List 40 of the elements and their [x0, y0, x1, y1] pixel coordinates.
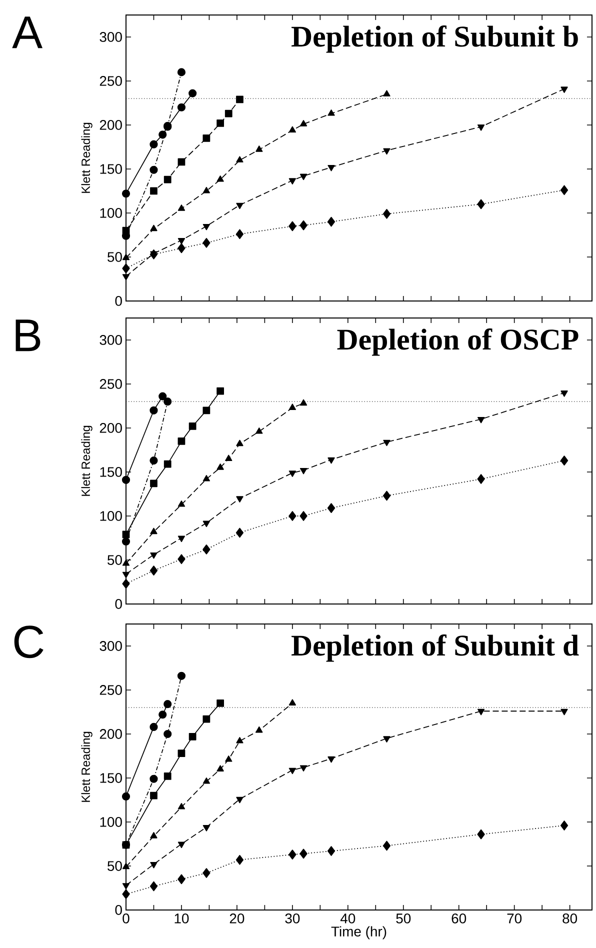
y-tick-label: 0 — [115, 905, 122, 915]
y-tick-label: 200 — [100, 423, 122, 433]
y-tick-label: 150 — [100, 164, 122, 174]
y-tick-label: 250 — [100, 76, 122, 86]
y-tick-label: 50 — [108, 861, 122, 871]
x-tick-label: 10 — [174, 914, 189, 924]
x-tick-label: 20 — [230, 914, 244, 924]
y-tick-label: 0 — [115, 296, 122, 306]
y-tick-label: 50 — [108, 252, 122, 262]
y-tick-label: 300 — [100, 32, 122, 42]
x-axis-title: Time (hr) — [331, 926, 386, 940]
chart-title: Depletion of Subunit b — [292, 25, 578, 53]
y-axis-title: Klett Reading — [81, 122, 92, 193]
y-axis-title: Klett Reading — [81, 426, 92, 496]
y-tick-label: 150 — [100, 467, 122, 477]
chart-title: Depletion of Subunit d — [292, 634, 579, 662]
x-tick-label: 80 — [562, 914, 578, 924]
x-tick-label: 70 — [507, 914, 522, 924]
y-tick-label: 200 — [100, 729, 122, 739]
y-tick-label: 200 — [100, 120, 122, 130]
y-tick-label: 300 — [100, 641, 122, 651]
y-tick-label: 250 — [100, 379, 122, 389]
chart-title: Depletion of OSCP — [337, 328, 578, 356]
x-tick-label: 40 — [340, 914, 356, 924]
y-tick-label: 100 — [100, 817, 122, 827]
y-tick-label: 0 — [115, 599, 122, 609]
y-tick-label: 300 — [100, 335, 122, 345]
text: A — [12, 16, 43, 48]
x-tick-label: 0 — [122, 914, 130, 924]
text: C — [14, 626, 44, 658]
y-tick-label: 150 — [100, 773, 122, 783]
y-tick-label: 250 — [100, 685, 122, 695]
x-tick-label: 30 — [285, 914, 300, 924]
text: B — [16, 320, 40, 352]
x-tick-label: 60 — [452, 914, 466, 924]
y-tick-label: 100 — [100, 511, 122, 521]
y-tick-label: 50 — [108, 555, 122, 565]
y-tick-label: 100 — [100, 208, 122, 218]
y-axis-title: Klett Reading — [81, 732, 92, 802]
x-tick-label: 50 — [396, 914, 411, 924]
